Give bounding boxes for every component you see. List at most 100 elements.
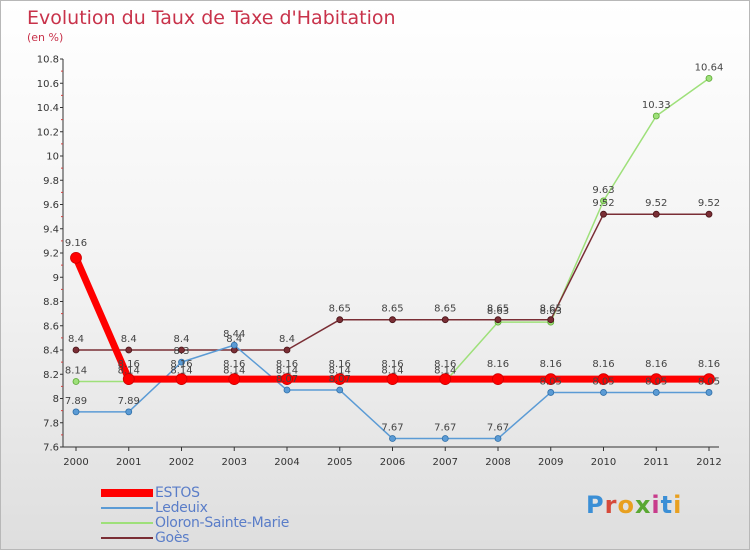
data-label: 8.16 bbox=[698, 359, 720, 370]
data-point bbox=[178, 358, 185, 366]
data-label: 8.16 bbox=[487, 359, 509, 370]
data-label: 8.14 bbox=[170, 366, 192, 377]
series-line-3 bbox=[75, 213, 710, 351]
data-label: 8.16 bbox=[223, 359, 245, 370]
data-point bbox=[547, 316, 555, 324]
y-tick-label: 10.4 bbox=[37, 103, 59, 114]
data-label: 8.14 bbox=[118, 366, 140, 377]
data-label: 10.33 bbox=[642, 100, 671, 111]
y-tick-label: 8.6 bbox=[43, 321, 59, 332]
y-tick-label: 8.8 bbox=[43, 297, 59, 308]
y-tick-label: 8 bbox=[53, 394, 59, 405]
data-point bbox=[333, 373, 346, 386]
data-label: 8.3 bbox=[174, 346, 190, 357]
data-label: 8.14 bbox=[223, 366, 245, 377]
data-point bbox=[72, 408, 80, 416]
data-point bbox=[125, 346, 133, 354]
data-point bbox=[336, 316, 344, 324]
data-label: 8.63 bbox=[487, 306, 509, 317]
y-tick-label: 7.6 bbox=[43, 443, 59, 454]
data-point bbox=[72, 346, 80, 354]
legend-swatch bbox=[101, 537, 153, 539]
data-point bbox=[650, 373, 663, 386]
data-point bbox=[336, 386, 344, 394]
data-label: 8.07 bbox=[276, 374, 298, 385]
data-label: 8.16 bbox=[540, 359, 562, 370]
x-tick-label: 2009 bbox=[538, 457, 563, 468]
data-label: 8.4 bbox=[279, 334, 295, 345]
data-label: 8.07 bbox=[329, 374, 351, 385]
data-label: 10.64 bbox=[695, 62, 724, 73]
data-point bbox=[652, 112, 660, 120]
x-tick-label: 2012 bbox=[696, 457, 721, 468]
data-point bbox=[283, 386, 291, 394]
y-tick-label: 9.4 bbox=[43, 224, 59, 235]
data-point bbox=[544, 373, 557, 386]
data-label: 8.14 bbox=[434, 366, 456, 377]
data-label: 9.63 bbox=[592, 185, 614, 196]
data-label: 8.4 bbox=[68, 334, 84, 345]
data-label: 8.05 bbox=[592, 376, 614, 387]
legend-label: Oloron-Sainte-Marie bbox=[155, 515, 290, 531]
x-tick-label: 2006 bbox=[380, 457, 405, 468]
data-label: 8.65 bbox=[487, 304, 509, 315]
legend-label: Ledeuix bbox=[155, 500, 208, 516]
y-tick-label: 9.8 bbox=[43, 176, 59, 187]
data-label: 8.16 bbox=[170, 359, 192, 370]
data-point bbox=[281, 373, 293, 386]
legend-label: ESTOS bbox=[155, 485, 200, 501]
data-label: 8.16 bbox=[434, 359, 456, 370]
legend-swatch bbox=[101, 507, 153, 509]
data-point bbox=[386, 373, 399, 386]
data-label: 7.67 bbox=[381, 423, 403, 434]
data-label: 8.16 bbox=[592, 359, 614, 370]
data-label: 7.67 bbox=[487, 423, 509, 434]
logo-letter: x bbox=[634, 491, 652, 519]
data-label: 8.16 bbox=[329, 359, 351, 370]
data-label: 8.65 bbox=[434, 304, 456, 315]
data-point bbox=[597, 373, 610, 386]
data-label: 8.14 bbox=[329, 366, 351, 377]
data-label: 9.52 bbox=[698, 198, 720, 209]
data-label: 8.16 bbox=[645, 359, 667, 370]
data-label: 7.89 bbox=[118, 396, 140, 407]
data-label: 8.05 bbox=[698, 376, 720, 387]
y-tick-label: 7.8 bbox=[43, 418, 59, 429]
logo-letter: t bbox=[660, 491, 674, 519]
data-point bbox=[122, 373, 135, 386]
data-point bbox=[283, 346, 291, 354]
data-label: 8.65 bbox=[540, 304, 562, 315]
data-label: 8.05 bbox=[540, 376, 562, 387]
data-label: 7.89 bbox=[65, 396, 87, 407]
data-point bbox=[705, 210, 713, 218]
data-label: 7.67 bbox=[434, 423, 456, 434]
x-tick-label: 2001 bbox=[116, 457, 141, 468]
data-label: 8.16 bbox=[118, 359, 140, 370]
data-point bbox=[652, 389, 660, 396]
logo-letter: i bbox=[673, 491, 683, 519]
y-tick-label: 8.2 bbox=[43, 370, 59, 381]
logo-letter: i bbox=[651, 491, 661, 519]
data-point bbox=[494, 435, 502, 442]
data-point bbox=[494, 316, 502, 324]
data-label: 8.16 bbox=[276, 359, 298, 370]
x-tick-label: 2011 bbox=[644, 457, 669, 468]
data-point bbox=[439, 373, 452, 386]
x-tick-label: 2007 bbox=[433, 457, 458, 468]
y-tick-label: 9 bbox=[53, 273, 59, 284]
data-point bbox=[125, 408, 133, 416]
data-point bbox=[389, 435, 396, 442]
data-label: 8.65 bbox=[329, 304, 351, 315]
y-tick-label: 8.4 bbox=[43, 346, 59, 357]
proxiti-logo: Proxiti bbox=[586, 491, 682, 519]
x-tick-label: 2004 bbox=[274, 457, 299, 468]
x-tick-label: 2010 bbox=[591, 457, 616, 468]
unit-label: (en %) bbox=[27, 31, 64, 44]
data-point bbox=[70, 251, 82, 264]
logo-letter: r bbox=[604, 491, 618, 519]
data-point bbox=[441, 316, 449, 324]
data-point bbox=[705, 389, 713, 396]
data-label: 9.52 bbox=[645, 198, 667, 209]
legend-label: Goès bbox=[155, 530, 190, 546]
